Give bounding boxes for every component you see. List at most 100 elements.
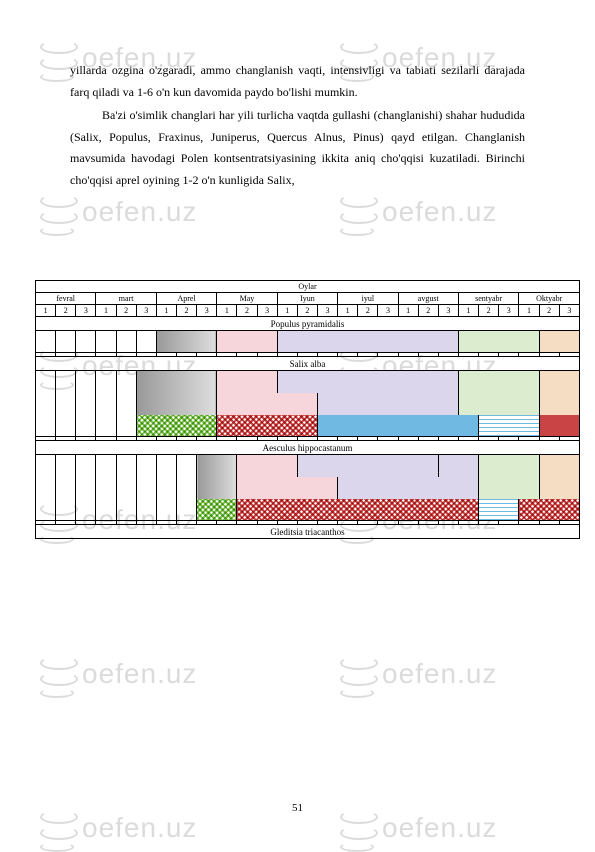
chart-bar [438, 455, 478, 477]
month-header: Oktyabr [519, 293, 580, 305]
chart-cell [56, 477, 76, 499]
watermark-text: oefen.uz [82, 658, 197, 690]
decade-header: 2 [237, 305, 257, 317]
chart-bar [479, 455, 539, 477]
chart-bar [317, 393, 458, 415]
chart-cell [156, 499, 176, 521]
decade-header: 3 [76, 305, 96, 317]
chart-cell [56, 415, 76, 437]
chart-bar [197, 477, 237, 499]
chart-cell [76, 499, 96, 521]
decade-header: 1 [36, 305, 56, 317]
chart-bar [217, 393, 318, 415]
stack-icon [40, 190, 74, 234]
chart-cell [96, 477, 116, 499]
chart-cell [96, 331, 116, 353]
chart-bar [479, 415, 539, 437]
chart-cell [96, 393, 116, 415]
decade-header: 2 [479, 305, 499, 317]
chart-bar [277, 371, 458, 393]
decade-header: 2 [116, 305, 136, 317]
chart-cell [76, 393, 96, 415]
month-header: fevral [36, 293, 96, 305]
watermark-text: oefen.uz [382, 658, 497, 690]
chart-cell [36, 477, 56, 499]
chart-bar [539, 393, 579, 415]
watermark-text: oefen.uz [82, 812, 197, 844]
chart-bar [197, 455, 237, 477]
decade-header: 3 [136, 305, 156, 317]
watermark-text: oefen.uz [382, 196, 497, 228]
chart-cell [36, 371, 56, 393]
chart-cell [56, 393, 76, 415]
chart-cell [176, 499, 196, 521]
chart-cell [56, 455, 76, 477]
decade-header: 3 [559, 305, 579, 317]
decade-header: 3 [438, 305, 458, 317]
chart-cell [36, 393, 56, 415]
decade-header: 1 [338, 305, 358, 317]
chart-bar [136, 371, 217, 393]
chart-cell [116, 477, 136, 499]
chart-cell [116, 415, 136, 437]
chart-cell [116, 393, 136, 415]
decade-header: 2 [539, 305, 559, 317]
decade-header: 3 [378, 305, 398, 317]
chart-cell [136, 331, 156, 353]
decade-header: 1 [398, 305, 418, 317]
chart-bar [539, 371, 579, 393]
chart-cell [116, 371, 136, 393]
month-header: May [217, 293, 277, 305]
decade-header: 1 [458, 305, 478, 317]
chart-cell [96, 499, 116, 521]
chart-cell [96, 415, 116, 437]
species-label: Gleditsia triacanthos [36, 525, 580, 539]
month-header: Aprel [156, 293, 216, 305]
decade-header: 2 [56, 305, 76, 317]
chart-cell [136, 477, 156, 499]
month-header: Iyun [277, 293, 337, 305]
decade-header: 3 [197, 305, 217, 317]
chart-cell [136, 499, 156, 521]
decade-header: 1 [519, 305, 539, 317]
chart-cell [76, 477, 96, 499]
chart-bar [297, 455, 438, 477]
chart-cell [96, 371, 116, 393]
chart-cell [56, 331, 76, 353]
chart-cell [116, 499, 136, 521]
chart-cell [76, 455, 96, 477]
chart-bar [217, 415, 318, 437]
chart-bar [136, 393, 217, 415]
stack-icon [340, 652, 374, 696]
species-label: Salix alba [36, 357, 580, 371]
chart-bar [479, 499, 519, 521]
chart-bar [237, 455, 297, 477]
decade-header: 2 [297, 305, 317, 317]
chart-cell [96, 455, 116, 477]
chart-bar [479, 477, 539, 499]
species-label: Aesculus hippocastanum [36, 441, 580, 455]
watermark-text: oefen.uz [82, 196, 197, 228]
chart-bar [539, 331, 579, 353]
stack-icon [40, 652, 74, 696]
chart-bar [338, 477, 479, 499]
decade-header: 2 [418, 305, 438, 317]
decade-header: 1 [277, 305, 297, 317]
chart-cell [76, 415, 96, 437]
chart-cell [176, 455, 196, 477]
chart-bar [277, 331, 458, 353]
phenology-chart: OylarfevralmartAprelMayIyuniyulavgustsen… [35, 280, 580, 539]
chart-bar [237, 499, 479, 521]
chart-cell [116, 455, 136, 477]
chart-cell [156, 477, 176, 499]
chart-bar [217, 331, 277, 353]
body-text: yillarda ozgina o'zgaradi, ammo changlan… [70, 60, 525, 194]
chart-cell [76, 371, 96, 393]
para-1: yillarda ozgina o'zgaradi, ammo changlan… [70, 60, 525, 103]
chart-cell [176, 477, 196, 499]
chart-cell [56, 371, 76, 393]
decade-header: 1 [156, 305, 176, 317]
header-main: Oylar [36, 281, 580, 293]
chart-bar [317, 415, 478, 437]
chart-bar [197, 499, 237, 521]
